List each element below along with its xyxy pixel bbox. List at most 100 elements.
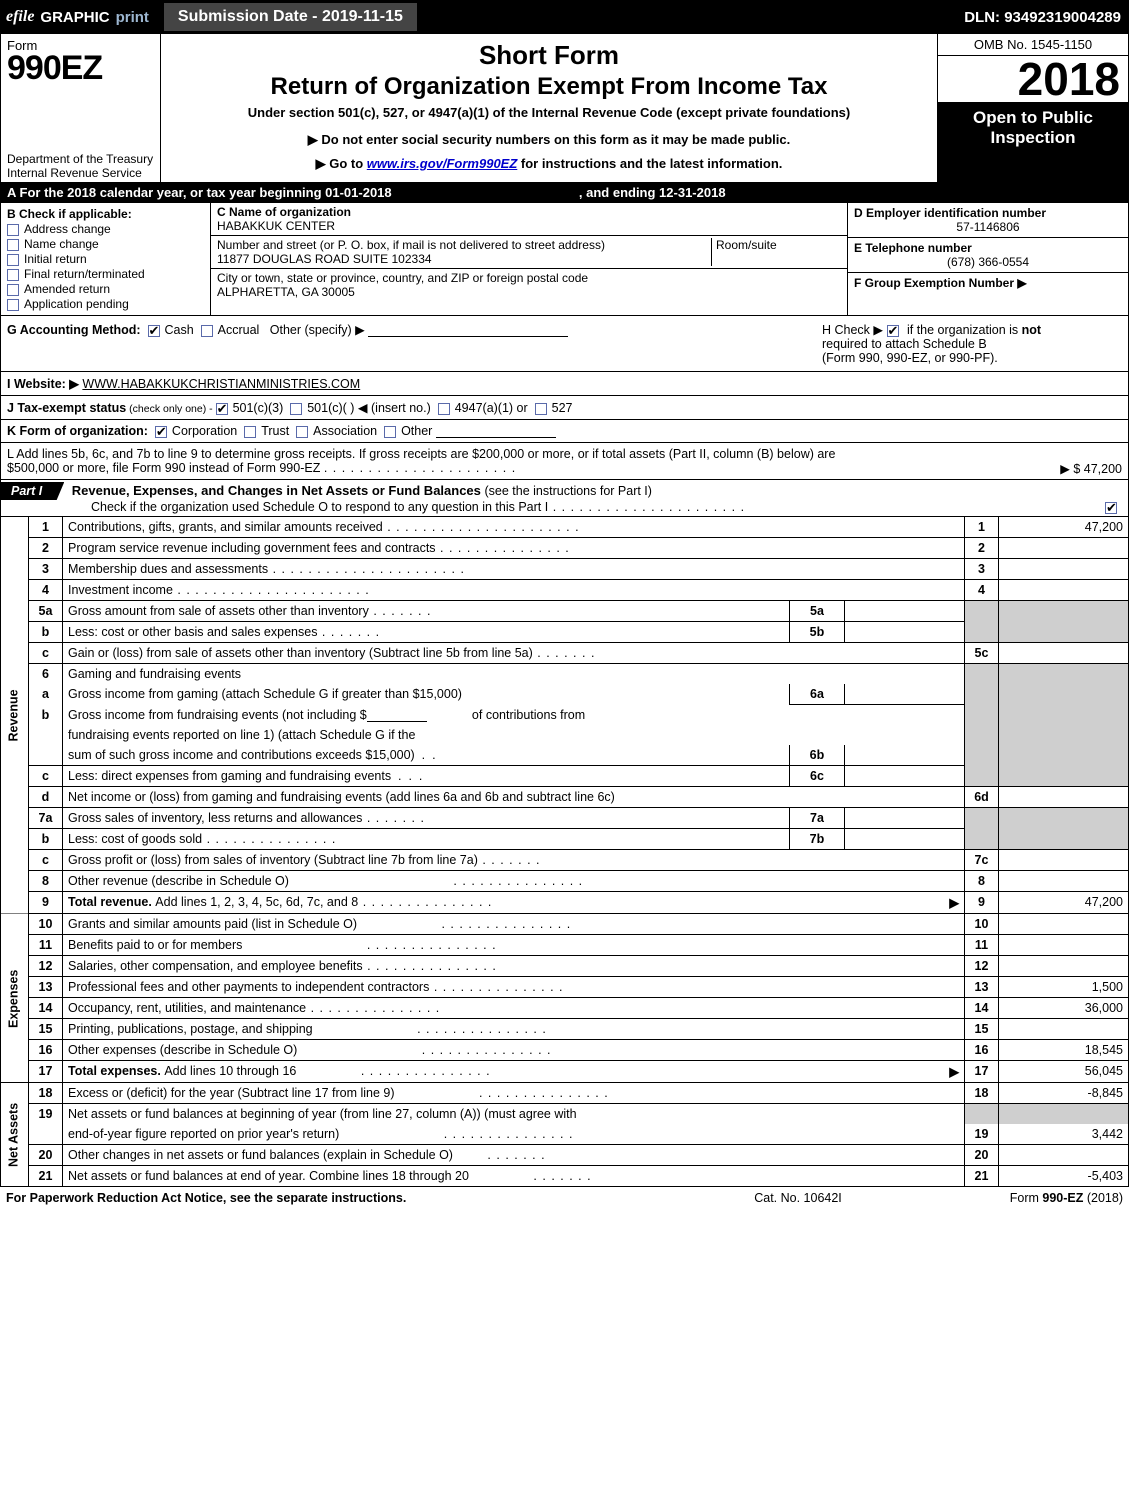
header-left: Form 990EZ Department of the Treasury In… — [1, 34, 161, 182]
lab-initial-return: Initial return — [24, 252, 87, 266]
v-6b — [844, 745, 964, 766]
row-k: K Form of organization: Corporation Trus… — [0, 420, 1129, 443]
box-h: H Check ▶ if the organization is not req… — [822, 322, 1122, 365]
n-2: 2 — [29, 538, 63, 559]
ck-name-change[interactable] — [7, 239, 19, 251]
n-21: 21 — [29, 1166, 63, 1187]
b-11: 11 — [965, 935, 999, 956]
b-13: 13 — [965, 977, 999, 998]
other-org-field[interactable] — [436, 424, 556, 438]
ck-amended-return[interactable] — [7, 284, 19, 296]
t-14: Occupancy, rent, utilities, and maintena… — [68, 1001, 440, 1015]
ck-initial-return[interactable] — [7, 254, 19, 266]
lab-association: Association — [313, 424, 377, 438]
t-3: Membership dues and assessments — [68, 562, 465, 576]
ck-accrual[interactable] — [201, 325, 213, 337]
lab-trust: Trust — [261, 424, 289, 438]
ein-value: 57-1146806 — [854, 220, 1122, 234]
n-3: 3 — [29, 559, 63, 580]
submission-date-button[interactable]: Submission Date - 2019-11-15 — [163, 2, 418, 32]
grey-5a-amt — [999, 601, 1129, 622]
n-12: 12 — [29, 956, 63, 977]
n-19: 19 — [29, 1104, 63, 1125]
grey-6-amt — [999, 664, 1129, 685]
side-net-assets: Net Assets — [1, 1083, 29, 1187]
n-6: 6 — [29, 664, 63, 685]
other-specify-field[interactable] — [368, 323, 568, 337]
irs-link[interactable]: www.irs.gov/Form990EZ — [367, 156, 518, 171]
t-7a: Gross sales of inventory, less returns a… — [68, 811, 425, 825]
b-6d: 6d — [965, 787, 999, 808]
ck-address-change[interactable] — [7, 224, 19, 236]
ck-schedule-o[interactable] — [1105, 502, 1117, 514]
ck-other-org[interactable] — [384, 426, 396, 438]
t-9b: Add lines 1, 2, 3, 4, 5c, 6d, 7c, and 8 — [155, 895, 492, 909]
t-12: Salaries, other compensation, and employ… — [68, 959, 497, 973]
v-5a — [844, 601, 964, 622]
k-label: K Form of organization: — [7, 424, 148, 438]
s-7a: 7a — [789, 808, 844, 829]
n-8: 8 — [29, 871, 63, 892]
d-label: D Employer identification number — [854, 206, 1046, 220]
ck-4947[interactable] — [438, 403, 450, 415]
lab-final-return: Final return/terminated — [24, 267, 145, 281]
ck-527[interactable] — [535, 403, 547, 415]
a-2 — [999, 538, 1129, 559]
contrib-amount-field[interactable] — [367, 708, 427, 722]
grey-7b — [965, 829, 999, 850]
n-18: 18 — [29, 1083, 63, 1104]
c-addr-label: Number and street (or P. O. box, if mail… — [217, 238, 605, 252]
n-6c: c — [29, 766, 63, 787]
print-link[interactable]: print — [116, 9, 163, 26]
header-right: OMB No. 1545-1150 2018 Open to Public In… — [938, 34, 1128, 182]
grey-7b-amt — [999, 829, 1129, 850]
ck-cash[interactable] — [148, 325, 160, 337]
ck-final-return[interactable] — [7, 269, 19, 281]
ck-h[interactable] — [887, 325, 899, 337]
grey-6b2 — [965, 725, 999, 745]
dln-label: DLN: 93492319004289 — [964, 9, 1129, 26]
a-10 — [999, 914, 1129, 935]
n-7b: b — [29, 829, 63, 850]
row-i: I Website: ▶ WWW.HABAKKUKCHRISTIANMINIST… — [0, 372, 1129, 396]
ck-trust[interactable] — [244, 426, 256, 438]
lab-address-change: Address change — [24, 222, 111, 236]
t-18: Excess or (deficit) for the year (Subtra… — [68, 1086, 395, 1100]
t-6: Gaming and fundraising events — [68, 667, 241, 681]
tax-year: 2018 — [938, 56, 1128, 102]
b-5c: 5c — [965, 643, 999, 664]
a-14: 36,000 — [999, 998, 1129, 1019]
n-6d: d — [29, 787, 63, 808]
ck-corporation[interactable] — [155, 426, 167, 438]
paperwork-notice: For Paperwork Reduction Act Notice, see … — [6, 1191, 673, 1205]
v-5b — [844, 622, 964, 643]
n-6b-end — [29, 745, 63, 766]
ck-association[interactable] — [296, 426, 308, 438]
lab-application-pending: Application pending — [24, 297, 129, 311]
org-address: 11877 DOUGLAS ROAD SUITE 102334 — [217, 252, 432, 266]
b-21: 21 — [965, 1166, 999, 1187]
s-5a: 5a — [789, 601, 844, 622]
ck-application-pending[interactable] — [7, 299, 19, 311]
cat-no: Cat. No. 10642I — [673, 1191, 923, 1205]
f-label: F Group Exemption Number ▶ — [854, 276, 1027, 290]
l-line2b: ▶ $ 47,200 — [1060, 461, 1122, 476]
h-pre: H Check ▶ — [822, 323, 887, 337]
org-city: ALPHARETTA, GA 30005 — [217, 285, 355, 299]
ck-501c[interactable] — [290, 403, 302, 415]
h-line3: (Form 990, 990-EZ, or 990-PF). — [822, 351, 998, 365]
ck-501c3[interactable] — [216, 403, 228, 415]
t-17b: Add lines 10 through 16 — [164, 1064, 296, 1078]
row-l: L Add lines 5b, 6c, and 7b to line 9 to … — [0, 443, 1129, 480]
page-footer: For Paperwork Reduction Act Notice, see … — [0, 1187, 1129, 1209]
a-3 — [999, 559, 1129, 580]
n-4: 4 — [29, 580, 63, 601]
form-footer: Form 990-EZ (2018) — [923, 1191, 1123, 1205]
a-18: -8,845 — [999, 1083, 1129, 1104]
grey-5a — [965, 601, 999, 622]
t-11: Benefits paid to or for members — [68, 938, 242, 952]
goto-post: for instructions and the latest informat… — [517, 156, 782, 171]
top-bar: efile GRAPHIC print Submission Date - 20… — [0, 0, 1129, 34]
n-6b-cont — [29, 725, 63, 745]
grey-7a — [965, 808, 999, 829]
